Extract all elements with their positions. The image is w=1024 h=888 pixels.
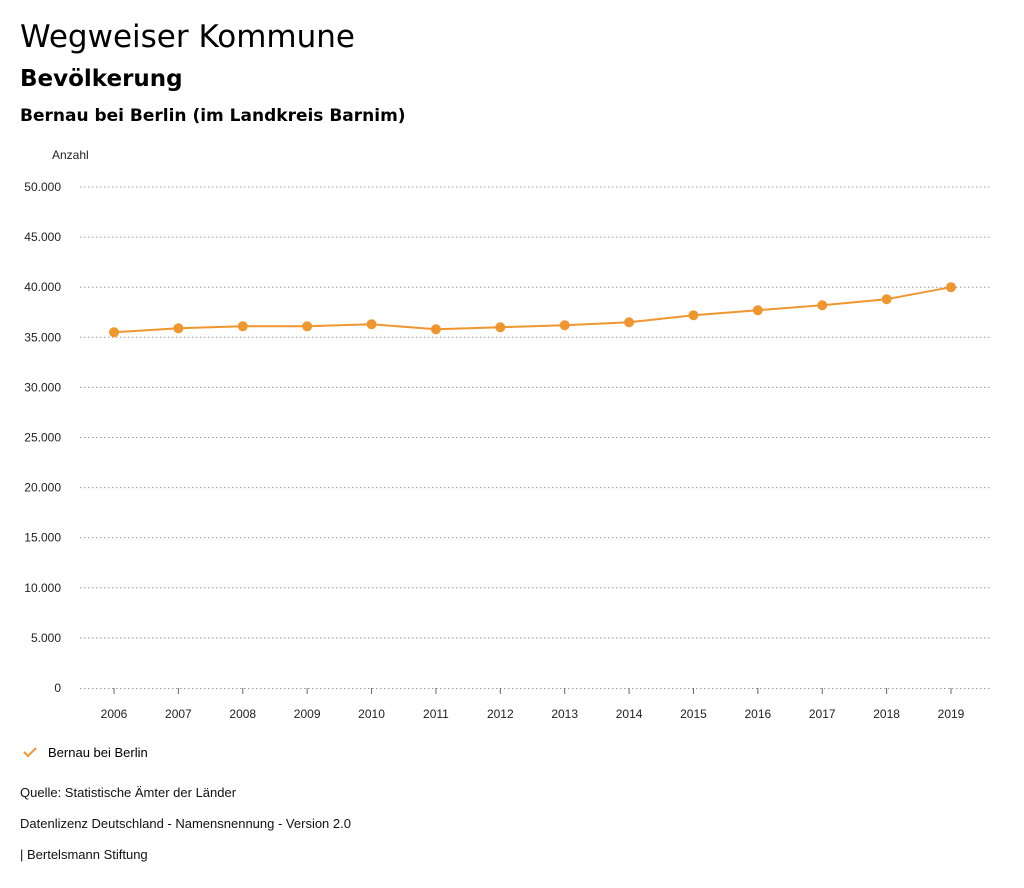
y-tick-label: 40.000 xyxy=(24,280,61,294)
y-tick-label: 0 xyxy=(54,681,61,695)
data-point xyxy=(237,321,248,332)
grid-lines xyxy=(80,186,992,639)
data-point xyxy=(302,321,313,332)
x-tick-label: 2014 xyxy=(616,707,643,721)
data-point xyxy=(173,323,184,334)
y-tick-label: 30.000 xyxy=(24,380,61,394)
x-tick-label: 2008 xyxy=(229,707,256,721)
data-point xyxy=(109,327,119,338)
x-tick-label: 2013 xyxy=(551,707,578,721)
line-chart: Anzahl 0 5.000 10.000 15.000 20.000 25.000 30.… xyxy=(24,148,992,721)
legend-item-bernau[interactable]: Bernau bei Berlin xyxy=(22,744,148,760)
x-tick-label: 2015 xyxy=(680,707,707,721)
x-tick-label: 2016 xyxy=(744,707,771,721)
y-tick-label: 35.000 xyxy=(24,330,61,344)
y-tick-label: 20.000 xyxy=(24,481,61,495)
x-tick-label: 2017 xyxy=(809,707,836,721)
y-tick-label: 5.000 xyxy=(31,631,61,645)
y-tick-label: 45.000 xyxy=(24,230,61,244)
data-point xyxy=(430,324,441,335)
check-icon xyxy=(23,747,37,758)
data-point xyxy=(817,300,828,311)
x-tick-label: 2019 xyxy=(938,707,965,721)
data-point xyxy=(559,320,570,331)
publisher-link[interactable]: | Bertelsmann Stiftung xyxy=(20,847,148,862)
license-link[interactable]: Datenlizenz Deutschland - Namensnennung … xyxy=(20,816,351,831)
x-tick-label: 2010 xyxy=(358,707,385,721)
source-note: Quelle: Statistische Ämter der Länder xyxy=(20,785,237,800)
chart-heading: Bernau bei Berlin (im Landkreis Barnim) xyxy=(20,106,406,126)
data-point xyxy=(946,282,956,293)
data-point xyxy=(881,294,892,305)
data-point xyxy=(495,322,506,333)
series-group xyxy=(109,282,956,338)
page-subtitle: Bevölkerung xyxy=(20,66,183,92)
y-tick-label: 15.000 xyxy=(24,531,61,545)
page-title: Wegweiser Kommune xyxy=(20,19,355,55)
y-tick-label: 25.000 xyxy=(24,431,61,445)
legend-label: Bernau bei Berlin xyxy=(48,744,148,760)
x-tick-label: 2011 xyxy=(423,707,449,721)
x-tick-label: 2018 xyxy=(873,707,900,721)
y-tick-label: 10.000 xyxy=(24,581,61,595)
x-tick-label: 2012 xyxy=(487,707,514,721)
data-point xyxy=(624,317,635,328)
x-tick-label: 2009 xyxy=(294,707,321,721)
y-axis-ticks: 0 5.000 10.000 15.000 20.000 25.000 30.000 35.0… xyxy=(24,180,61,695)
y-tick-label: 50.000 xyxy=(24,180,61,194)
y-axis-label: Anzahl xyxy=(52,148,89,162)
series-line xyxy=(113,286,952,334)
x-tick-label: 2007 xyxy=(165,707,192,721)
x-tick-label: 2006 xyxy=(101,707,128,721)
x-axis: 2006 2007 2008 2009 2010 2011 2012 2013 2014 2015… xyxy=(80,688,992,721)
data-point xyxy=(366,319,377,330)
data-point xyxy=(688,310,699,321)
data-point xyxy=(752,305,763,316)
